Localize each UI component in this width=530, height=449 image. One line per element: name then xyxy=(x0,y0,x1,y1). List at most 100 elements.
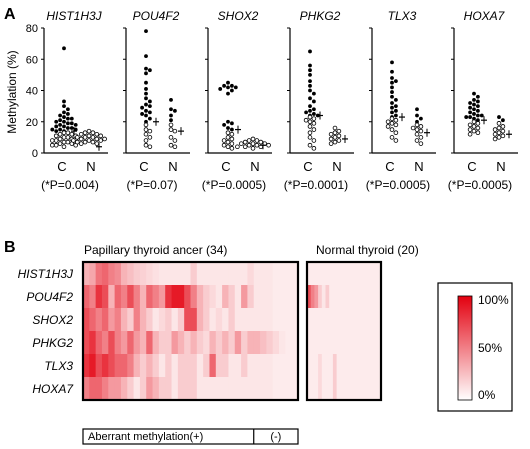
c-point xyxy=(311,127,317,132)
c-point xyxy=(144,66,148,71)
legend-tick-label: 0% xyxy=(478,388,496,402)
normal-heatmap-cell xyxy=(347,377,352,401)
group-label-n: N xyxy=(86,159,95,174)
c-point xyxy=(308,49,312,54)
group-label-c: C xyxy=(467,159,476,174)
normal-heatmap-cell xyxy=(347,308,352,332)
tumor-heatmap-cell xyxy=(95,308,103,332)
normal-heatmap-cell xyxy=(369,331,374,355)
tumor-heatmap-cell xyxy=(291,308,299,332)
gene-panel-hist1h3j: HIST1H3J C N (*P=0.004) xyxy=(41,9,108,192)
n-point xyxy=(82,130,88,135)
c-point xyxy=(221,138,227,143)
tumor-heatmap-cell xyxy=(279,331,286,355)
tumor-heatmap-cell xyxy=(165,331,172,355)
normal-heatmap-cell xyxy=(314,377,319,401)
c-point xyxy=(312,112,316,116)
c-point xyxy=(57,136,63,142)
c-point xyxy=(389,121,395,126)
tumor-heatmap-cell xyxy=(215,377,223,401)
heatmap-row-label: POU4F2 xyxy=(26,290,73,304)
n-point xyxy=(496,130,502,135)
tumor-heatmap-cell xyxy=(241,331,248,355)
c-point xyxy=(468,115,472,119)
n-point xyxy=(246,142,252,148)
c-point xyxy=(229,131,235,137)
tumor-heatmap-cell xyxy=(127,308,134,332)
gene-panel-hoxa7: HOXA7 C N (*P=0.0005) xyxy=(448,9,518,192)
tumor-heatmap-cell xyxy=(253,354,261,378)
group-label-n: N xyxy=(250,159,259,174)
c-point xyxy=(144,96,148,101)
gene-panel-phkg2: PHKG2 C N (*P=0.0001) xyxy=(284,9,354,192)
normal-heatmap-cell xyxy=(329,354,334,378)
c-point xyxy=(61,139,67,145)
n-point xyxy=(94,141,100,146)
normal-heatmap-cell xyxy=(358,262,363,286)
tumor-heatmap-cell xyxy=(190,285,198,309)
normal-group-title: Normal thyroid (20) xyxy=(316,243,419,257)
tumor-heatmap-cell xyxy=(196,308,204,332)
n-point xyxy=(168,135,174,140)
c-point xyxy=(148,116,152,121)
normal-heatmap-cell xyxy=(329,377,334,401)
c-point xyxy=(62,124,66,129)
tumor-heatmap-cell xyxy=(291,331,299,355)
c-point xyxy=(390,94,394,99)
normal-heatmap-cell xyxy=(355,354,360,378)
normal-heatmap-cell xyxy=(355,262,360,286)
tumor-heatmap-cell xyxy=(260,308,267,332)
tumor-heatmap-cell xyxy=(285,331,293,355)
c-point xyxy=(144,108,148,113)
tumor-heatmap-cell xyxy=(133,354,141,378)
tumor-heatmap-cell xyxy=(228,285,236,309)
n-point xyxy=(496,125,502,131)
tumor-heatmap-cell xyxy=(139,377,147,401)
n-point xyxy=(419,116,423,121)
n-point xyxy=(98,138,103,143)
tumor-heatmap-cell xyxy=(83,377,90,401)
normal-heatmap-cell xyxy=(362,354,367,378)
c-point xyxy=(394,104,398,109)
normal-heatmap-cell xyxy=(336,262,341,286)
tumor-heatmap-cell xyxy=(158,308,166,332)
n-point xyxy=(168,122,174,128)
tumor-heatmap-cell xyxy=(165,262,172,286)
n-point xyxy=(94,136,100,142)
normal-heatmap-cell xyxy=(355,331,360,355)
normal-heatmap-cell xyxy=(314,331,319,355)
normal-heatmap-cell xyxy=(347,262,352,286)
tumor-heatmap-cell xyxy=(285,308,293,332)
n-point xyxy=(414,131,420,137)
tumor-heatmap-cell xyxy=(158,262,166,286)
tumor-heatmap-cell xyxy=(190,262,198,286)
tumor-heatmap-cell xyxy=(241,308,248,332)
group-label-n: N xyxy=(414,159,423,174)
n-point xyxy=(86,133,92,139)
normal-heatmap-cell xyxy=(310,331,315,355)
c-point xyxy=(304,110,308,115)
panel-b: B Papillary thyroid ancer (34) Normal thyr… xyxy=(4,239,513,445)
tumor-heatmap-cell xyxy=(279,377,286,401)
n-point xyxy=(418,141,424,146)
p-value-label: (*P=0.07) xyxy=(126,178,177,192)
tumor-heatmap-cell xyxy=(222,285,229,309)
normal-heatmap-cell xyxy=(340,377,345,401)
n-point xyxy=(102,136,107,142)
normal-heatmap-cell xyxy=(340,354,345,378)
c-point xyxy=(390,105,394,110)
tumor-heatmap-cell xyxy=(228,308,236,332)
normal-heatmap-cell xyxy=(369,354,374,378)
normal-heatmap-cell xyxy=(355,377,360,401)
tumor-heatmap-cell xyxy=(152,354,160,378)
tumor-heatmap-cell xyxy=(152,285,160,309)
normal-heatmap-cell xyxy=(325,354,330,378)
normal-heatmap-cell xyxy=(373,308,378,332)
c-point xyxy=(230,127,234,132)
tumor-heatmap-cell xyxy=(222,354,229,378)
tumor-heatmap-cell xyxy=(266,308,274,332)
tumor-heatmap-cell xyxy=(177,331,185,355)
group-label-c: C xyxy=(385,159,394,174)
tumor-heatmap-cell xyxy=(241,354,248,378)
tumor-heatmap-cell xyxy=(108,262,116,286)
